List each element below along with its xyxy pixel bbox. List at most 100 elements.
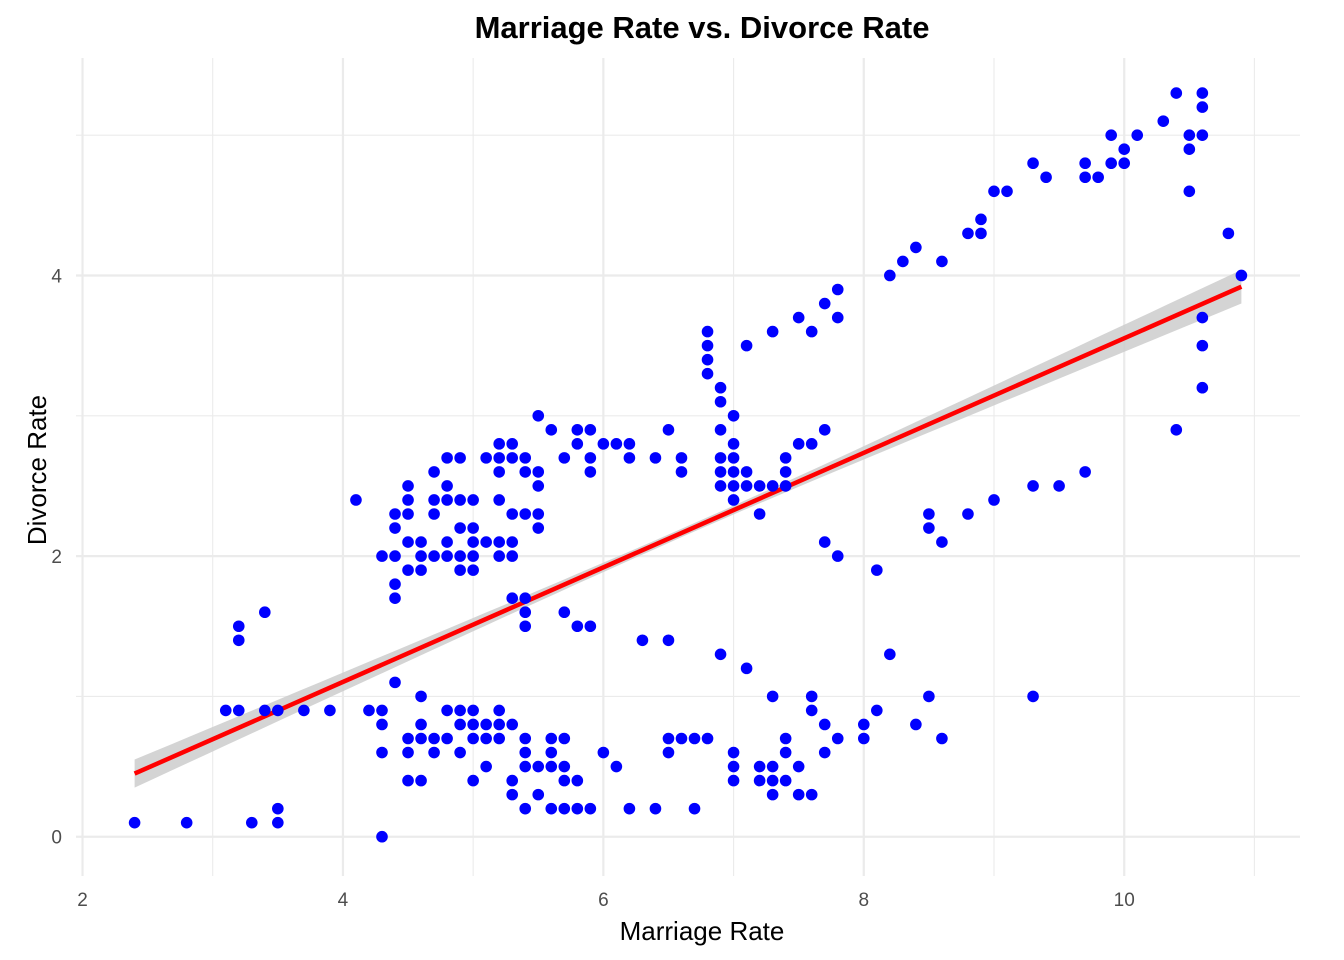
data-point — [649, 452, 662, 464]
y-tick-label: 2 — [51, 547, 62, 568]
data-point — [584, 466, 597, 478]
data-point — [558, 732, 571, 745]
data-point — [493, 704, 505, 717]
data-point — [988, 494, 1000, 506]
data-point — [467, 494, 479, 506]
data-point — [623, 438, 636, 450]
data-point — [910, 718, 922, 731]
data-point — [219, 704, 232, 717]
data-point — [831, 550, 844, 562]
data-point — [389, 508, 401, 520]
data-point — [766, 480, 779, 492]
data-point — [376, 704, 388, 717]
data-point — [519, 746, 532, 759]
data-point — [1118, 157, 1131, 170]
data-point — [779, 774, 792, 787]
data-point — [532, 409, 545, 422]
data-point — [701, 339, 714, 352]
data-point — [363, 704, 375, 717]
data-point — [623, 452, 636, 464]
data-point — [441, 536, 453, 548]
x-tick-label: 4 — [338, 890, 349, 911]
data-point — [766, 325, 779, 338]
data-point — [389, 578, 401, 590]
data-point — [662, 424, 675, 436]
data-point — [558, 760, 571, 773]
data-point — [597, 438, 610, 450]
data-point — [467, 732, 479, 745]
data-point — [506, 438, 519, 450]
data-point — [701, 367, 714, 380]
data-point — [389, 676, 401, 689]
data-point — [805, 325, 818, 338]
data-point — [779, 452, 792, 464]
data-point — [1196, 339, 1209, 352]
data-point — [818, 718, 831, 731]
data-point — [1001, 185, 1013, 198]
x-axis-title: Marriage Rate — [620, 916, 785, 946]
data-point — [558, 606, 571, 619]
data-point — [519, 620, 532, 633]
data-point — [571, 802, 584, 815]
data-point — [519, 732, 532, 745]
data-point — [1053, 480, 1065, 492]
data-point — [441, 494, 453, 506]
data-point — [1118, 143, 1131, 156]
data-point — [766, 690, 779, 703]
data-point — [506, 774, 519, 787]
data-point — [831, 732, 844, 745]
data-point — [1183, 129, 1196, 141]
data-point — [376, 830, 388, 843]
data-point — [480, 718, 492, 731]
data-point — [805, 704, 818, 717]
data-point — [467, 550, 479, 562]
data-point — [962, 508, 974, 520]
data-point — [649, 802, 662, 815]
data-point — [558, 452, 571, 464]
data-point — [923, 522, 935, 534]
data-point — [636, 634, 649, 647]
data-point — [857, 718, 870, 731]
data-point — [884, 269, 896, 282]
data-point — [259, 704, 271, 717]
data-point — [232, 620, 245, 633]
data-point — [701, 732, 714, 745]
data-point — [402, 536, 414, 548]
data-point — [662, 746, 675, 759]
data-point — [1196, 311, 1209, 324]
data-point — [584, 802, 597, 815]
chart-title: Marriage Rate vs. Divorce Rate — [475, 10, 930, 45]
data-point — [727, 480, 740, 492]
data-point — [792, 760, 805, 773]
data-point — [428, 508, 440, 520]
points-layer — [128, 87, 1248, 843]
data-point — [402, 746, 414, 759]
data-point — [1235, 269, 1248, 282]
data-point — [923, 508, 935, 520]
data-point — [1027, 157, 1039, 170]
y-tick-label: 4 — [51, 266, 62, 287]
data-point — [727, 760, 740, 773]
data-point — [428, 732, 440, 745]
data-point — [402, 480, 414, 492]
data-point — [415, 718, 427, 731]
data-point — [740, 662, 753, 675]
data-point — [519, 606, 532, 619]
data-point — [1079, 466, 1091, 478]
data-point — [467, 718, 479, 731]
data-point — [779, 480, 792, 492]
data-point — [584, 620, 597, 633]
data-point — [506, 452, 519, 464]
data-point — [610, 438, 623, 450]
data-point — [1079, 157, 1091, 170]
data-point — [727, 494, 740, 506]
data-point — [454, 494, 466, 506]
data-point — [714, 466, 727, 478]
data-point — [493, 732, 505, 745]
data-point — [857, 732, 870, 745]
data-point — [753, 774, 766, 787]
data-point — [818, 746, 831, 759]
data-point — [962, 227, 974, 240]
data-point — [454, 550, 466, 562]
data-point — [714, 452, 727, 464]
